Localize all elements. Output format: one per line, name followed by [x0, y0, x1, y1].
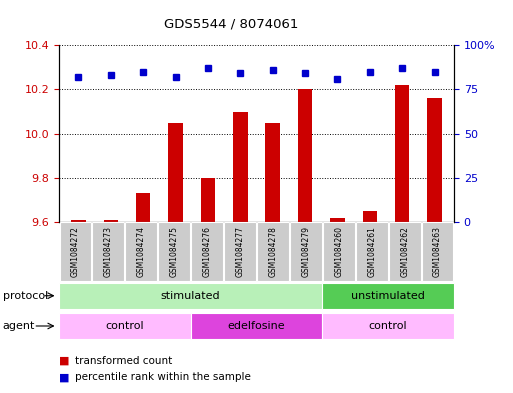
Bar: [298, 90, 312, 222]
Text: GSM1084272: GSM1084272: [71, 226, 80, 277]
Bar: [427, 98, 442, 222]
Text: GSM1084262: GSM1084262: [400, 226, 409, 277]
Bar: [363, 211, 377, 222]
Bar: [233, 112, 248, 222]
Bar: [201, 178, 215, 222]
Text: control: control: [106, 321, 144, 331]
Text: agent: agent: [3, 321, 35, 331]
Bar: [168, 123, 183, 222]
Bar: [136, 193, 150, 222]
Bar: [265, 123, 280, 222]
Bar: [104, 220, 118, 222]
Text: unstimulated: unstimulated: [351, 291, 425, 301]
Text: edelfosine: edelfosine: [228, 321, 285, 331]
Text: ■: ■: [59, 372, 69, 382]
Text: GDS5544 / 8074061: GDS5544 / 8074061: [164, 18, 298, 31]
Text: transformed count: transformed count: [75, 356, 173, 366]
Bar: [395, 85, 409, 222]
Text: percentile rank within the sample: percentile rank within the sample: [75, 372, 251, 382]
Text: GSM1084274: GSM1084274: [137, 226, 146, 277]
Text: GSM1084279: GSM1084279: [301, 226, 310, 277]
Text: GSM1084260: GSM1084260: [334, 226, 343, 277]
Text: GSM1084278: GSM1084278: [268, 226, 278, 277]
Bar: [71, 220, 86, 222]
Text: GSM1084263: GSM1084263: [433, 226, 442, 277]
Text: GSM1084276: GSM1084276: [203, 226, 212, 277]
Text: protocol: protocol: [3, 291, 48, 301]
Text: GSM1084273: GSM1084273: [104, 226, 113, 277]
Text: control: control: [369, 321, 407, 331]
Text: GSM1084277: GSM1084277: [235, 226, 245, 277]
Text: stimulated: stimulated: [161, 291, 221, 301]
Text: GSM1084261: GSM1084261: [367, 226, 376, 277]
Text: GSM1084275: GSM1084275: [170, 226, 179, 277]
Bar: [330, 218, 345, 222]
Text: ■: ■: [59, 356, 69, 366]
